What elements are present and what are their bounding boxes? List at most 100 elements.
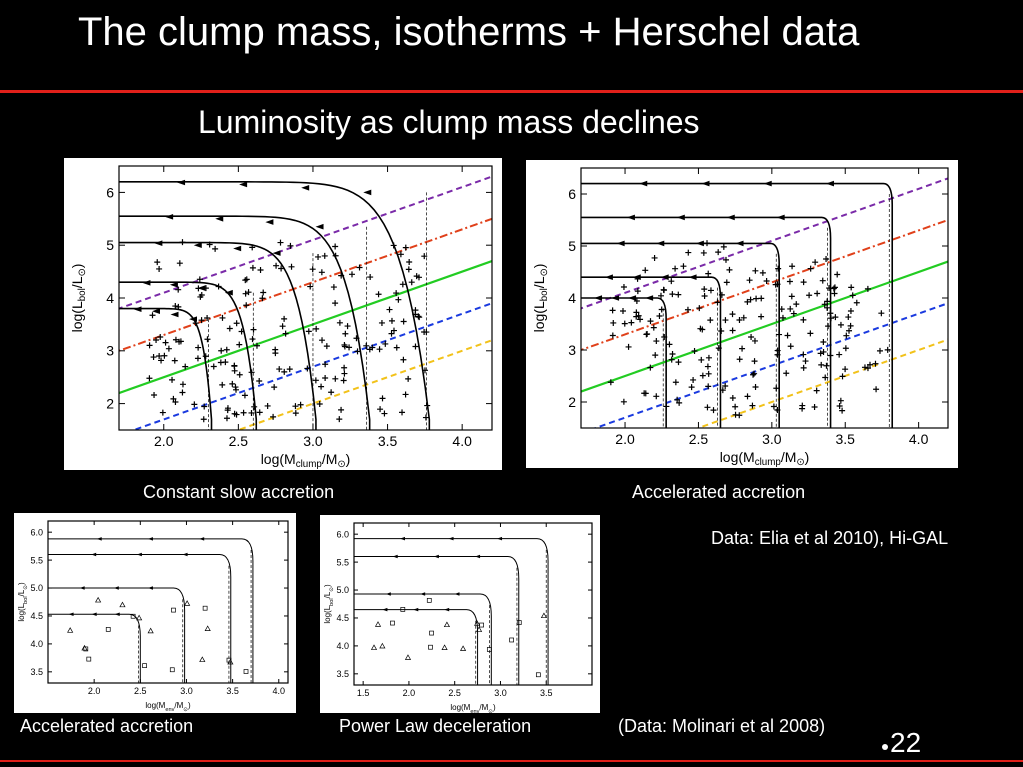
evolution-track [581, 276, 722, 428]
track-arrow [147, 537, 153, 541]
data-point-cross [236, 341, 243, 348]
track-arrow [224, 289, 233, 296]
data-point-cross [820, 339, 827, 346]
track-arrow [363, 189, 372, 196]
data-point-cross [656, 312, 663, 319]
data-point-cross [740, 314, 747, 321]
data-point-cross [172, 399, 179, 406]
data-point-cross [421, 253, 428, 260]
data-point-cross [752, 384, 759, 391]
evolution-track [119, 307, 213, 430]
data-point-cross [158, 357, 165, 364]
track-arrow [444, 607, 450, 612]
data-point-cross [647, 318, 654, 325]
data-point-cross [226, 325, 233, 332]
data-point-cross [839, 407, 846, 414]
data-point-cross [338, 272, 345, 279]
data-point-cross [281, 368, 288, 375]
data-point-cross [749, 402, 756, 409]
data-point-square [390, 620, 395, 626]
evolution-track [581, 242, 780, 428]
data-point-cross [382, 340, 389, 347]
track-arrow [660, 274, 669, 280]
data-point-cross [271, 384, 278, 391]
data-point-cross [176, 338, 183, 345]
data-point-cross [156, 265, 163, 272]
evolution-track [48, 538, 254, 683]
data-point-cross [413, 273, 420, 280]
track-arrow [91, 612, 97, 617]
data-point-cross [169, 376, 176, 383]
data-point-cross [668, 356, 675, 363]
data-point-cross [250, 326, 257, 333]
data-point-cross [212, 245, 219, 252]
data-point-cross [316, 401, 323, 407]
data-point-cross [240, 409, 247, 416]
data-point-cross [341, 364, 348, 371]
data-point-triangle [199, 656, 206, 662]
x-axis-label: log(Mclump/M⊙) [720, 449, 810, 468]
data-point-cross [707, 317, 714, 324]
data-point-cross [845, 314, 852, 321]
data-point-cross [884, 346, 891, 353]
data-point-cross [666, 341, 673, 348]
data-point-triangle [119, 601, 126, 608]
evolution-track [581, 216, 832, 428]
plot-area [354, 536, 549, 685]
evolution-track [48, 554, 232, 683]
data-point-cross [341, 341, 348, 348]
data-point-cross [831, 284, 838, 291]
chart-constant-slow-accretion: 2.0 2.5 3.0 3.5 4.0 2 3 4 5 6 log(Mclump/M⊙) log(Lb… [64, 158, 502, 470]
data-point-cross [161, 352, 168, 359]
data-point-cross [831, 290, 838, 297]
x-tick-label: 3.0 [303, 433, 323, 449]
isotherm-line [119, 217, 492, 352]
data-point-cross [729, 311, 736, 318]
data-point-cross [800, 351, 807, 358]
data-point-cross [378, 319, 385, 326]
data-point-cross [642, 267, 649, 274]
y-tick-label: 3.5 [30, 667, 43, 677]
data-point-cross [260, 289, 267, 296]
data-point-cross [393, 344, 400, 351]
chart-svg: 2.0 2.5 3.0 3.5 4.0 2 3 4 5 6 log(Mclump/M⊙) log(Lb… [69, 165, 493, 470]
data-point-cross [787, 343, 794, 350]
evolution-track [119, 281, 258, 430]
data-point-cross [276, 366, 283, 373]
data-point-cross [707, 287, 714, 294]
data-point-square [83, 646, 89, 652]
data-point-cross [348, 271, 355, 278]
chart-svg: 2.0 2.5 3.0 3.5 4.0 3.5 4.0 4.5 5.0 5.5 6.0 log(Men… [17, 520, 289, 713]
data-point-cross [249, 336, 256, 343]
data-point-cross [179, 389, 186, 396]
data-point-triangle [374, 621, 382, 627]
data-point-cross [744, 393, 751, 400]
data-point-square [426, 597, 432, 603]
data-point-cross [690, 376, 697, 383]
data-point-cross [231, 363, 238, 370]
track-arrow [454, 592, 460, 596]
track-arrow [215, 216, 224, 222]
data-point-triangle [227, 658, 234, 665]
data-point-cross [288, 263, 295, 270]
data-point-cross [699, 372, 706, 379]
y-axis-label: log(Lbol/L⊙) [531, 264, 550, 333]
data-point-cross [676, 399, 683, 406]
data-point-cross [778, 306, 785, 313]
track-arrow [239, 181, 248, 188]
evolution-track [354, 538, 549, 685]
data-point-cross [202, 353, 209, 360]
track-arrow [735, 240, 744, 247]
data-point-cross [732, 411, 739, 418]
data-point-cross [772, 281, 779, 288]
data-point-cross [146, 375, 153, 382]
track-arrow [182, 552, 188, 557]
data-point-cross [172, 303, 179, 310]
data-point-cross [783, 370, 790, 377]
plot-area [581, 177, 948, 428]
data-point-cross [146, 342, 153, 349]
data-point-cross [202, 285, 209, 292]
data-point-cross [248, 369, 255, 376]
data-point-cross [746, 277, 753, 284]
data-point-cross [736, 356, 743, 363]
